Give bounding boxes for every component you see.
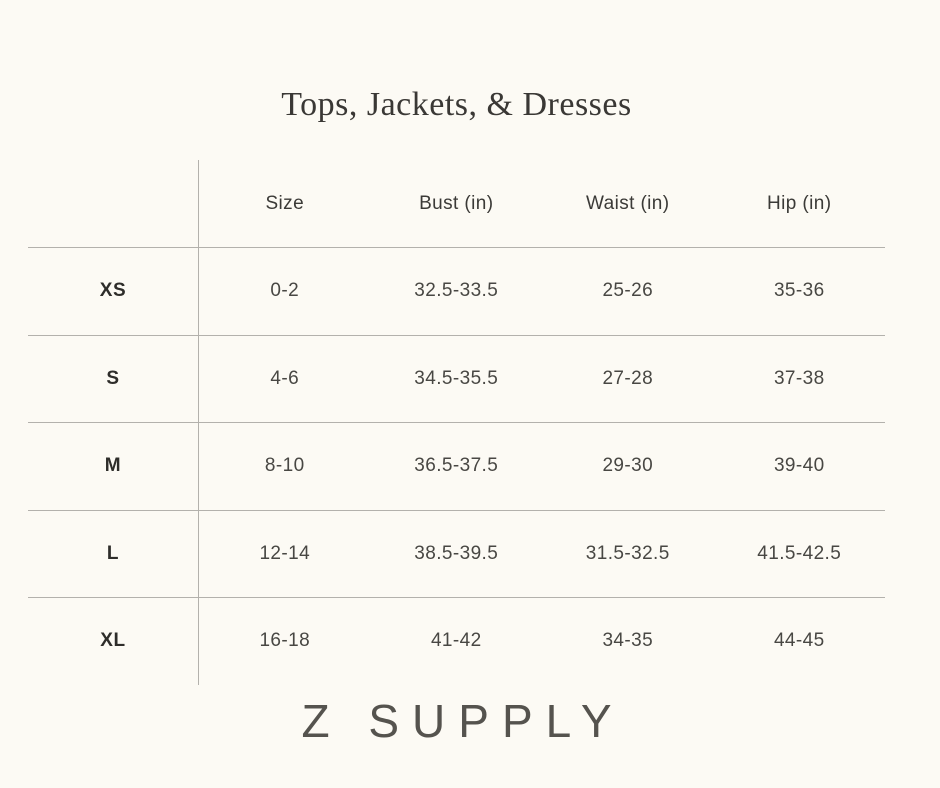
size-chart-table: Size Bust (in) Waist (in) Hip (in) XS 0-… (28, 160, 885, 685)
cell-xl-hip: 44-45 (773, 630, 825, 652)
cell-m-bust: 36.5-37.5 (414, 455, 499, 477)
cell-l-waist: 31.5-32.5 (585, 542, 670, 564)
cell-xs-size: 0-2 (270, 280, 300, 302)
cell-xs-waist: 25-26 (602, 280, 654, 302)
row-label-xl: XL (28, 598, 199, 685)
table-row-m: M 8-10 36.5-37.5 29-30 39-40 (28, 422, 885, 510)
cell-s-size: 4-6 (270, 367, 300, 389)
cell-s-hip: 37-38 (773, 367, 825, 389)
row-label-s: S (28, 335, 199, 422)
column-header-bust: Bust (in) (419, 192, 494, 214)
cell-m-size: 8-10 (264, 455, 305, 477)
table-row-xl: XL 16-18 41-42 34-35 44-45 (28, 597, 885, 685)
cell-l-bust: 38.5-39.5 (414, 542, 499, 564)
column-header-waist: Waist (in) (585, 192, 670, 214)
cell-xs-hip: 35-36 (773, 280, 825, 302)
column-header-size: Size (265, 192, 305, 214)
row-label-l: L (28, 510, 199, 597)
cell-m-hip: 39-40 (773, 455, 825, 477)
table-row-s: S 4-6 34.5-35.5 27-28 37-38 (28, 334, 885, 422)
cell-l-hip: 41.5-42.5 (757, 542, 842, 564)
cell-s-waist: 27-28 (602, 367, 654, 389)
cell-xl-waist: 34-35 (602, 630, 654, 652)
cell-xl-size: 16-18 (259, 630, 311, 652)
column-header-hip: Hip (in) (767, 192, 832, 214)
brand-logo: Z SUPPLY (301, 695, 625, 747)
page-title: Tops, Jackets, & Dresses (281, 86, 632, 123)
table-header-row: Size Bust (in) Waist (in) Hip (in) (28, 160, 885, 247)
cell-xs-bust: 32.5-33.5 (414, 280, 499, 302)
table-row-xs: XS 0-2 32.5-33.5 25-26 35-36 (28, 247, 885, 335)
row-label-m: M (28, 423, 199, 510)
cell-l-size: 12-14 (259, 542, 311, 564)
table-row-l: L 12-14 38.5-39.5 31.5-32.5 41.5-42.5 (28, 509, 885, 597)
row-label-xs: XS (28, 248, 199, 335)
cell-s-bust: 34.5-35.5 (414, 367, 499, 389)
cell-m-waist: 29-30 (602, 455, 654, 477)
corner-cell (28, 160, 199, 247)
cell-xl-bust: 41-42 (430, 630, 482, 652)
